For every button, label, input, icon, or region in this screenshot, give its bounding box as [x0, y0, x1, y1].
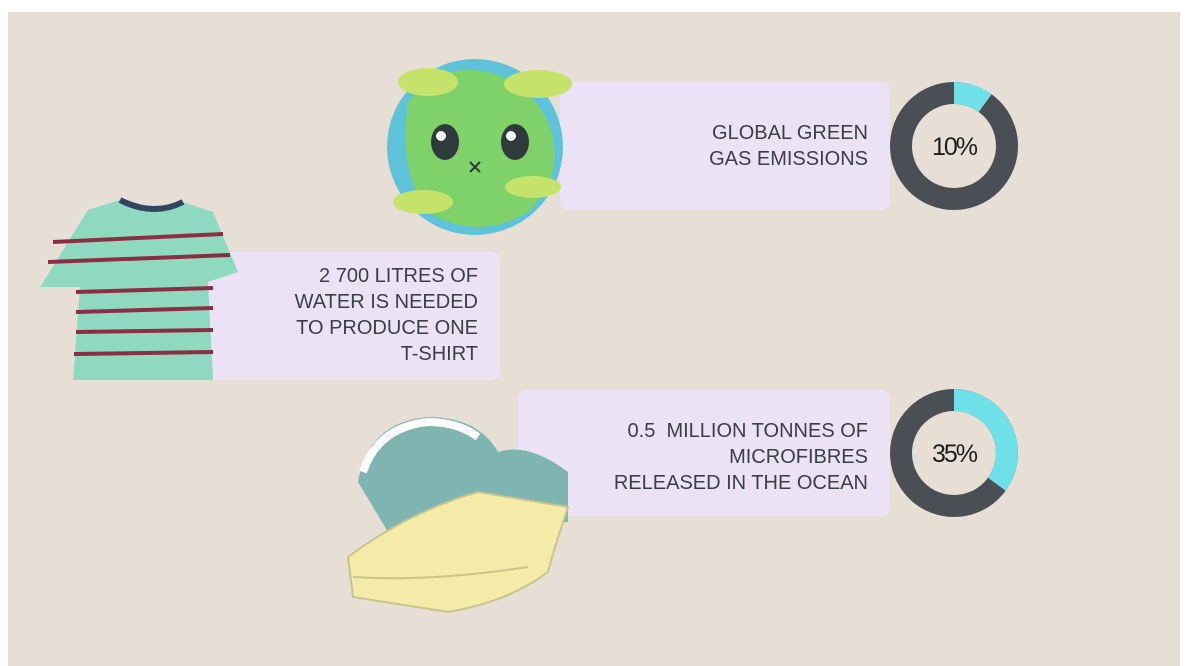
- stat-line: GAS EMISSIONS: [709, 148, 868, 170]
- stat-line: T-SHIRT: [400, 343, 478, 365]
- stat-panel: [518, 390, 890, 516]
- illustrations: 10% 35%: [40, 59, 1018, 614]
- stat-line: 2 700 LITRES OF: [319, 265, 478, 287]
- stat-line: RELEASED IN THE OCEAN: [613, 472, 868, 494]
- donut-label: 10%: [932, 133, 978, 161]
- stat-text: 0.5 MILLION TONNES OF MICROFIBRES RELEAS…: [614, 418, 868, 496]
- donut-arc: [890, 82, 1018, 210]
- donut-label: 35%: [932, 440, 978, 468]
- globe-illustration: [387, 59, 572, 235]
- infographic: 10% 35% GLOBAL GREEN GAS EMISSIONS 2 700 …: [8, 12, 1180, 666]
- stat-line: WATER IS NEEDED: [294, 291, 478, 313]
- stat-line: TO PRODUCE ONE: [296, 317, 478, 339]
- stat-panel: [560, 82, 890, 210]
- stat-line: MICROFIBRES: [729, 446, 868, 468]
- wave-towel-illustration: [346, 417, 570, 614]
- stat-line: GLOBAL GREEN: [712, 122, 868, 144]
- stat-line: 0.5 MILLION TONNES OF: [627, 420, 868, 442]
- stat-text: GLOBAL GREEN GAS EMISSIONS: [709, 120, 868, 172]
- donut-arc: [890, 389, 1018, 517]
- shirt-illustration: [40, 197, 238, 380]
- stat-text: 2 700 LITRES OF WATER IS NEEDED TO PRODU…: [295, 263, 478, 367]
